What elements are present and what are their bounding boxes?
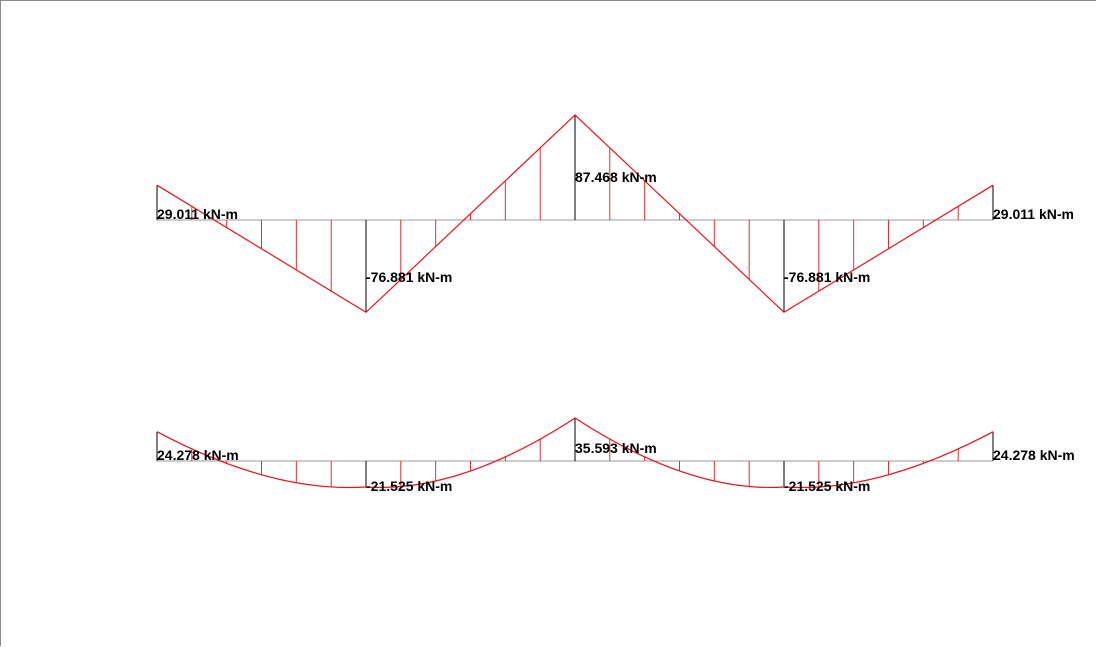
hatch-lines-bottom xyxy=(191,439,959,487)
label-support-1-top: -76.881 kN-m xyxy=(366,269,452,285)
label-right-end-top: 29.011 kN-m xyxy=(993,206,1074,222)
label-support-3-bottom: -21.525 kN-m xyxy=(784,478,870,494)
label-support-1-bottom: -21.525 kN-m xyxy=(366,478,452,494)
label-support-3-top: -76.881 kN-m xyxy=(784,269,870,285)
label-midspan-bottom: 35.593 kN-m xyxy=(575,440,657,456)
support-lines-top xyxy=(156,115,994,313)
label-left-end-bottom: 24.278 kN-m xyxy=(157,447,239,463)
label-left-end-top: 29.011 kN-m xyxy=(157,206,238,222)
moment-curve-top xyxy=(156,114,994,314)
support-lines-bottom xyxy=(156,418,994,487)
moment-diagram-bottom: 24.278 kN-m -21.525 kN-m 35.593 kN-m -21… xyxy=(156,417,1075,494)
hatch-lines-top xyxy=(191,147,959,292)
moment-diagram-top: 29.011 kN-m -76.881 kN-m 87.468 kN-m -76… xyxy=(156,114,1074,314)
label-midspan-top: 87.468 kN-m xyxy=(575,169,657,185)
moment-curve-bottom xyxy=(156,417,994,489)
label-right-end-bottom: 24.278 kN-m xyxy=(993,447,1075,463)
